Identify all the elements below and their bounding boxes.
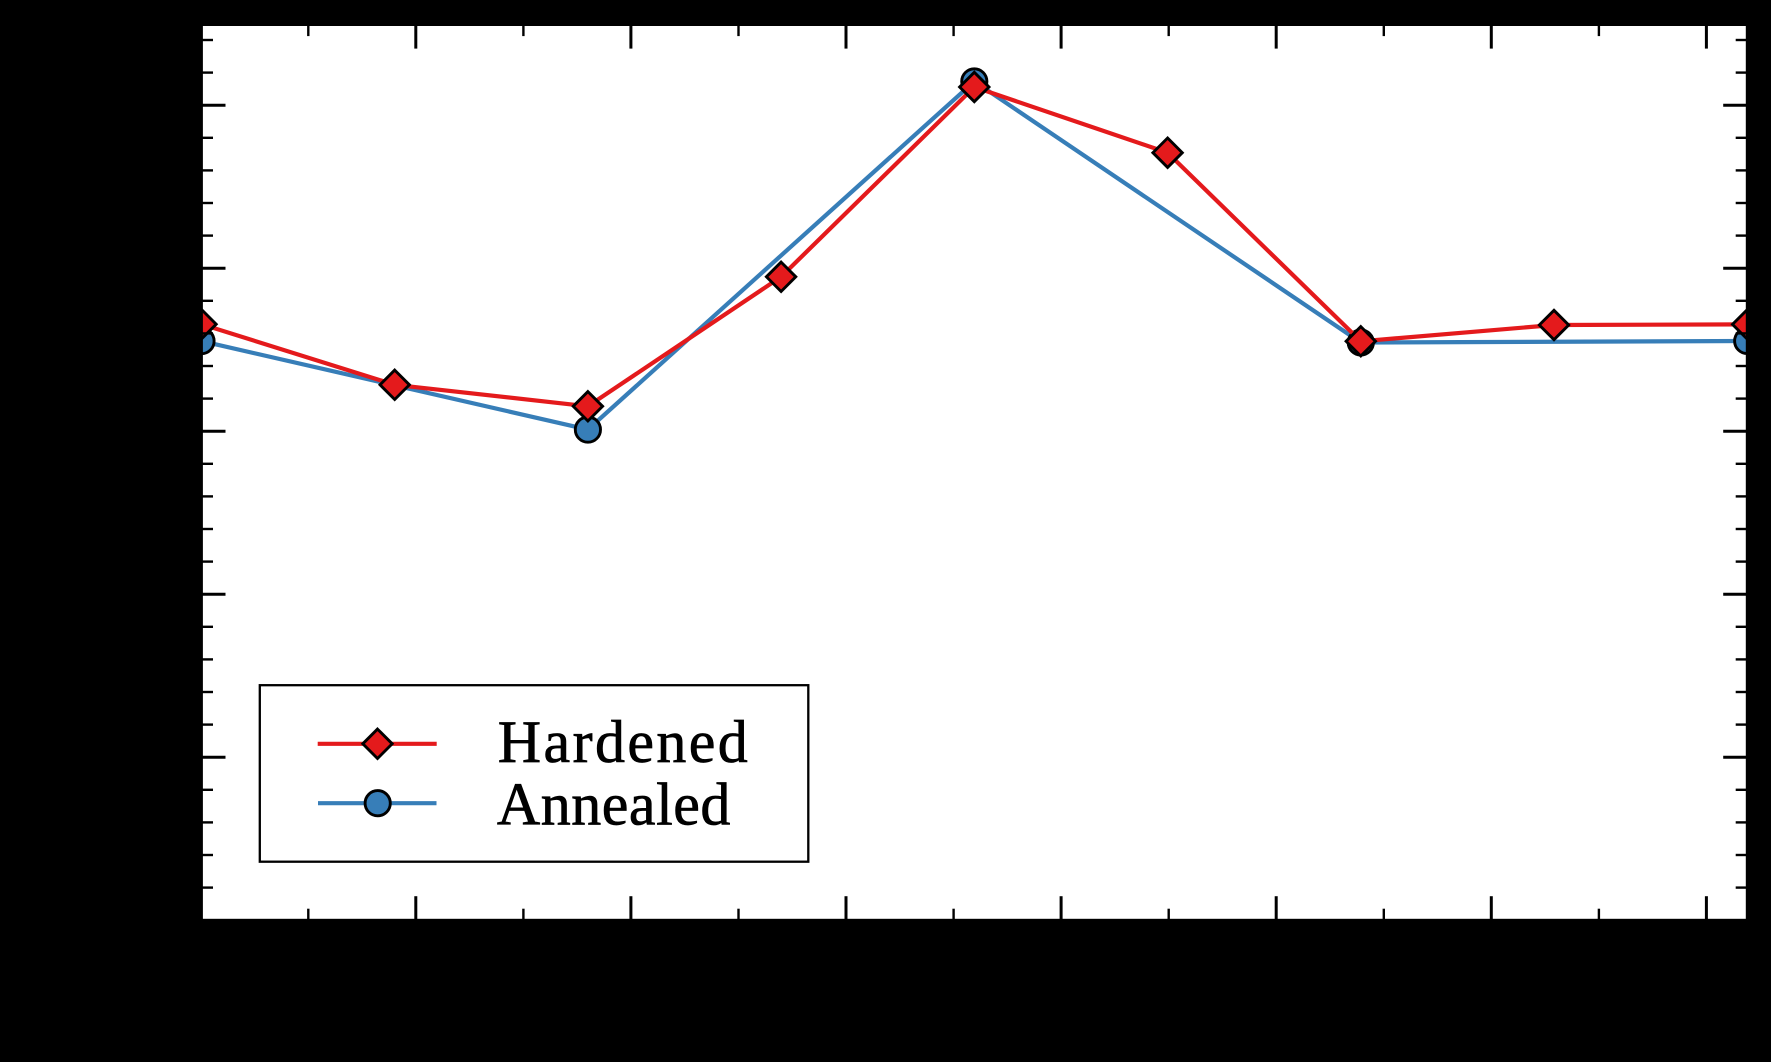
svg-text:Hardened: Hardened: [498, 709, 748, 775]
svg-text:Annealed: Annealed: [497, 772, 731, 838]
